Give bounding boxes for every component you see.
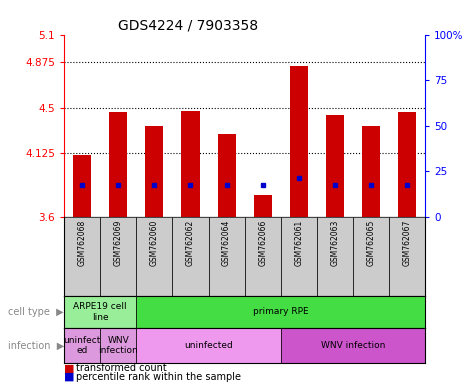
Bar [317,217,353,296]
Text: WNV infection: WNV infection [321,341,385,350]
Text: ■: ■ [64,372,75,382]
Bar [64,328,100,363]
Bar [145,126,163,217]
Bar [100,217,136,296]
Text: ARPE19 cell
line: ARPE19 cell line [74,302,127,322]
Text: uninfected: uninfected [184,341,233,350]
Text: GSM762068: GSM762068 [78,219,86,266]
Bar [136,217,172,296]
Bar [389,217,425,296]
Text: transformed count: transformed count [76,363,167,373]
Bar [362,126,380,217]
Text: primary RPE: primary RPE [253,308,309,316]
Bar [209,217,245,296]
Bar [73,155,91,217]
Bar [136,296,425,328]
Text: GSM762063: GSM762063 [331,219,339,266]
Text: cell type  ▶: cell type ▶ [9,307,64,317]
Bar [64,296,136,328]
Text: GSM762066: GSM762066 [258,219,267,266]
Text: GSM762060: GSM762060 [150,219,159,266]
Text: uninfect
ed: uninfect ed [64,336,101,355]
Bar [326,115,344,217]
Bar [398,113,416,217]
Bar [290,66,308,217]
Bar [353,217,389,296]
Bar [281,217,317,296]
Bar [100,328,136,363]
Bar [245,217,281,296]
Text: GSM762065: GSM762065 [367,219,375,266]
Text: WNV
infection: WNV infection [98,336,138,355]
Text: GDS4224 / 7903358: GDS4224 / 7903358 [118,18,258,32]
Bar [172,217,209,296]
Text: GSM762069: GSM762069 [114,219,123,266]
Text: percentile rank within the sample: percentile rank within the sample [76,372,241,382]
Text: infection  ▶: infection ▶ [8,341,64,351]
Bar [64,217,100,296]
Bar [181,111,200,217]
Text: GSM762064: GSM762064 [222,219,231,266]
Text: ■: ■ [64,363,75,373]
Bar [109,113,127,217]
Text: GSM762062: GSM762062 [186,219,195,266]
Bar [281,328,425,363]
Bar [136,328,281,363]
Bar [218,134,236,217]
Bar [254,195,272,217]
Text: GSM762067: GSM762067 [403,219,411,266]
Text: GSM762061: GSM762061 [294,219,303,266]
